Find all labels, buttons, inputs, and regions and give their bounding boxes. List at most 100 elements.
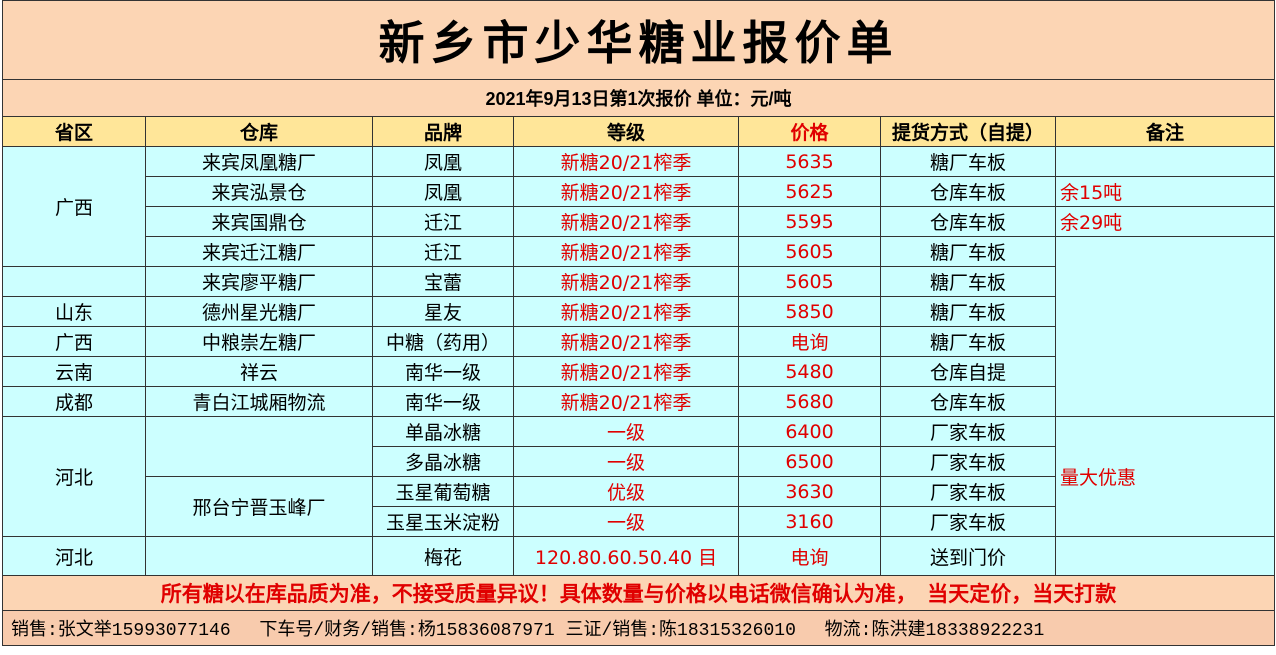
- header-note: 备注: [1054, 116, 1276, 147]
- warehouse-cell: 来宾迁江糖厂: [145, 236, 373, 267]
- brand-cell: 星友: [372, 296, 514, 327]
- note-cell: [1054, 146, 1276, 177]
- contact-footer: 销售:张文举15993077146 下车号/财务/销售:杨15836087971…: [1, 610, 1276, 646]
- province-cell: 成都: [2, 386, 146, 417]
- grade-cell: 新糖20/21榨季: [513, 236, 739, 267]
- warehouse-cell: 中粮崇左糖厂: [145, 326, 373, 357]
- brand-cell: 梅花: [372, 536, 514, 576]
- delivery-cell: 仓库车板: [880, 386, 1056, 417]
- province-cell: 河北: [2, 416, 146, 537]
- header-warehouse: 仓库: [145, 116, 373, 147]
- note-cell: [1054, 536, 1276, 576]
- delivery-cell: 送到门价: [880, 536, 1056, 576]
- province-cell: 广西: [2, 326, 146, 357]
- delivery-cell: 仓库车板: [880, 206, 1056, 237]
- table-row: 山东 德州星光糖厂 星友 新糖20/21榨季 5850 糖厂车板: [2, 296, 1275, 327]
- province-cell: 山东: [2, 296, 146, 327]
- table-row: 来宾迁江糖厂 迁江 新糖20/21榨季 5605 糖厂车板: [3, 236, 1276, 417]
- grade-cell: 新糖20/21榨季: [513, 146, 739, 177]
- warehouse-cell: 来宾凤凰糖厂: [145, 146, 373, 177]
- delivery-cell: 仓库车板: [880, 176, 1056, 207]
- grade-cell: 新糖20/21榨季: [513, 176, 739, 207]
- brand-cell: 单晶冰糖: [372, 416, 514, 447]
- grade-cell: 新糖20/21榨季: [513, 296, 739, 327]
- province-cell: 云南: [2, 356, 146, 387]
- price-cell: 5480: [738, 356, 881, 387]
- brand-cell: 南华一级: [372, 356, 514, 387]
- note-cell: 余29吨: [1054, 206, 1276, 237]
- warehouse-cell: 邢台宁晋玉峰厂: [145, 476, 373, 537]
- grade-cell: 一级: [513, 416, 739, 447]
- province-cell: 河北: [2, 536, 146, 576]
- table-row: 成都 青白江城厢物流 南华一级 新糖20/21榨季 5680 仓库车板: [2, 386, 1275, 417]
- delivery-cell: 厂家车板: [880, 446, 1056, 477]
- delivery-cell: 厂家车板: [880, 476, 1056, 507]
- province-cell: [2, 266, 146, 297]
- subtitle: 2021年9月13日第1次报价 单位：元/吨: [1, 79, 1276, 117]
- grade-cell: 一级: [513, 446, 739, 477]
- province-cell: 广西: [2, 146, 146, 267]
- delivery-cell: 厂家车板: [880, 506, 1056, 537]
- table-row: 邢台宁晋玉峰厂 玉星葡萄糖 优级 3630 厂家车板: [3, 476, 1275, 537]
- grade-cell: 新糖20/21榨季: [513, 206, 739, 237]
- brand-cell: 中糖（药用）: [372, 326, 514, 357]
- warehouse-cell: 青白江城厢物流: [145, 386, 373, 417]
- price-cell: 6400: [738, 416, 881, 447]
- delivery-cell: 厂家车板: [880, 416, 1056, 447]
- grade-cell: 新糖20/21榨季: [513, 386, 739, 417]
- delivery-cell: 糖厂车板: [880, 296, 1056, 327]
- delivery-cell: 仓库自提: [880, 356, 1056, 387]
- grade-cell: 新糖20/21榨季: [513, 266, 739, 297]
- delivery-cell: 糖厂车板: [880, 236, 1056, 267]
- price-cell: 5605: [738, 236, 881, 267]
- price-cell: 5605: [738, 266, 881, 297]
- price-cell: 3630: [738, 476, 881, 507]
- price-cell: 5850: [738, 296, 881, 327]
- warehouse-cell: [145, 416, 373, 477]
- header-price: 价格: [738, 116, 881, 147]
- grade-cell: 优级: [513, 476, 739, 507]
- table-row: 玉星玉米淀粉 一级 3160 厂家车板: [3, 506, 1275, 537]
- note-cell: 量大优惠: [1054, 416, 1276, 537]
- note-cell: 余15吨: [1054, 176, 1276, 207]
- brand-cell: 玉星葡萄糖: [372, 476, 514, 507]
- page-title: 新乡市少华糖业报价单: [1, 0, 1276, 80]
- brand-cell: 宝蕾: [372, 266, 514, 297]
- brand-cell: 迁江: [372, 206, 514, 237]
- warehouse-cell: [145, 536, 373, 576]
- brand-cell: 迁江: [372, 236, 514, 267]
- price-cell: 6500: [738, 446, 881, 477]
- price-cell: 电询: [738, 536, 881, 576]
- price-cell: 5625: [738, 176, 881, 207]
- header-grade: 等级: [513, 116, 739, 147]
- warehouse-cell: 来宾泓景仓: [145, 176, 373, 207]
- table-row: 河北 单晶冰糖 一级 6400 厂家车板 量大优惠: [2, 416, 1276, 537]
- price-cell: 3160: [738, 506, 881, 537]
- delivery-cell: 糖厂车板: [880, 326, 1056, 357]
- warehouse-cell: 来宾廖平糖厂: [145, 266, 373, 297]
- delivery-cell: 糖厂车板: [880, 266, 1056, 297]
- brand-cell: 凤凰: [372, 176, 514, 207]
- brand-cell: 多晶冰糖: [372, 446, 514, 477]
- table-row: 河北 梅花 120.80.60.50.40 目电询 送到门价: [2, 536, 1276, 576]
- grade-cell: 新糖20/21榨季: [513, 326, 739, 357]
- grade-cell: 一级: [513, 506, 739, 537]
- table-row: 广西 来宾凤凰糖厂 凤凰 新糖20/21榨季 5635 糖厂车板: [2, 146, 1276, 267]
- table-row: 多晶冰糖 一级 6500 厂家车板: [3, 446, 1275, 477]
- brand-cell: 南华一级: [372, 386, 514, 417]
- brand-cell: 玉星玉米淀粉: [372, 506, 514, 537]
- notice: 所有糖以在库品质为准，不接受质量异议！具体数量与价格以电话微信确认为准， 当天定…: [1, 575, 1276, 611]
- note-cell: [1054, 236, 1276, 417]
- warehouse-cell: 来宾国鼎仓: [145, 206, 373, 237]
- grade-cell: 120.80.60.50.40 目: [513, 536, 739, 576]
- brand-cell: 凤凰: [372, 146, 514, 177]
- table-row: 云南 祥云 南华一级 新糖20/21榨季 5480 仓库自提: [2, 356, 1275, 387]
- header-province: 省区: [2, 116, 146, 147]
- delivery-cell: 糖厂车板: [880, 146, 1056, 177]
- price-cell: 5680: [738, 386, 881, 417]
- price-cell: 5595: [738, 206, 881, 237]
- warehouse-cell: 祥云: [145, 356, 373, 387]
- header-delivery: 提货方式（自提）: [880, 116, 1056, 147]
- warehouse-cell: 德州星光糖厂: [145, 296, 373, 327]
